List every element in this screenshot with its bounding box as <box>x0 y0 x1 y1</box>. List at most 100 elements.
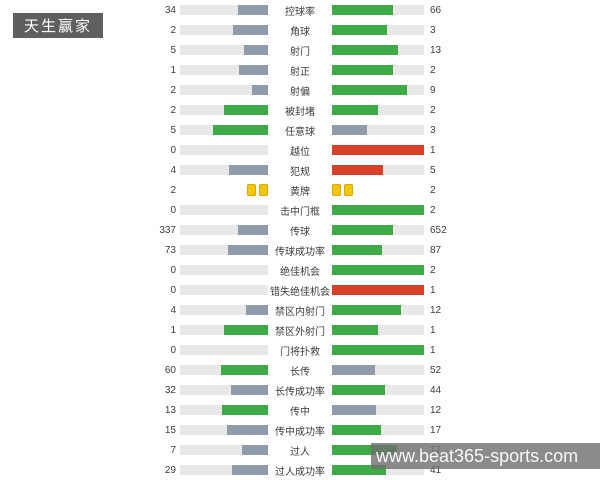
away-stat-value: 12 <box>430 304 442 316</box>
stat-row: 5 任意球 3 <box>0 120 600 140</box>
home-stat-value: 0 <box>170 204 176 216</box>
away-stat-bar <box>332 285 424 295</box>
away-stat-value: 5 <box>430 164 436 176</box>
away-stat-value: 12 <box>430 404 442 416</box>
stat-label: 错失绝佳机会 <box>270 286 330 298</box>
stat-row: 2 角球 3 <box>0 20 600 40</box>
stat-label: 禁区外射门 <box>275 326 325 338</box>
away-stat-value: 2 <box>430 184 436 196</box>
away-stat-bar <box>332 385 386 395</box>
away-bar-track <box>332 225 424 235</box>
home-bar-track <box>180 205 268 215</box>
yellow-card-icon <box>332 184 341 196</box>
home-bar-track <box>180 145 268 155</box>
away-stat-bar <box>332 365 375 375</box>
home-stat-value: 5 <box>170 44 176 56</box>
away-stat-bar <box>332 145 424 155</box>
away-stat-value: 44 <box>430 384 442 396</box>
home-bar-track <box>180 25 268 35</box>
stat-label: 被封堵 <box>285 106 315 118</box>
home-stat-bar <box>232 25 268 35</box>
home-stat-bar <box>213 125 268 135</box>
stat-row: 60 长传 52 <box>0 360 600 380</box>
away-bar-track <box>332 205 424 215</box>
stat-label: 门将扑救 <box>280 346 320 358</box>
home-stat-value: 32 <box>164 384 176 396</box>
home-bar-track <box>180 245 268 255</box>
home-stat-bar <box>238 5 268 15</box>
away-bar-track <box>332 245 424 255</box>
stat-row: 13 传中 12 <box>0 400 600 420</box>
home-bar-track <box>180 285 268 295</box>
away-bar-track <box>332 285 424 295</box>
stat-row: 0 击中门框 2 <box>0 200 600 220</box>
home-bar-track <box>180 65 268 75</box>
stat-label: 长传 <box>290 366 310 378</box>
away-stat-value: 66 <box>430 4 442 16</box>
stat-row: 29 过人成功率 41 <box>0 460 600 480</box>
away-stat-value: 1 <box>430 324 436 336</box>
away-stat-value: 9 <box>430 84 436 96</box>
home-stat-bar <box>222 405 268 415</box>
away-stat-value: 3 <box>430 24 436 36</box>
home-stat-bar <box>242 445 268 455</box>
away-stat-bar <box>332 245 383 255</box>
home-stat-value: 15 <box>164 424 176 436</box>
away-stat-value: 2 <box>430 264 436 276</box>
home-bar-track <box>180 425 268 435</box>
home-stat-bar <box>224 325 268 335</box>
away-stat-bar <box>332 165 384 175</box>
away-bar-track <box>332 165 424 175</box>
home-stat-bar <box>226 425 268 435</box>
home-bar-track <box>180 305 268 315</box>
home-bar-track <box>180 345 268 355</box>
stat-row: 34 控球率 66 <box>0 0 600 20</box>
away-stat-bar <box>332 125 367 135</box>
home-stat-value: 0 <box>170 144 176 156</box>
away-stat-value: 87 <box>430 244 442 256</box>
away-stat-value: 17 <box>430 424 442 436</box>
stat-label: 角球 <box>290 26 310 38</box>
away-bar-track <box>332 385 424 395</box>
away-stat-bar <box>332 445 398 455</box>
stat-row: 1 禁区外射门 1 <box>0 320 600 340</box>
stat-row: 2 黄牌 2 <box>0 180 600 200</box>
home-bar-track <box>180 325 268 335</box>
stat-label: 过人 <box>290 446 310 458</box>
home-stat-bar <box>238 225 268 235</box>
away-stat-value: 1 <box>430 284 436 296</box>
home-stat-bar <box>220 365 268 375</box>
home-stat-bar <box>227 245 268 255</box>
away-stat-bar <box>332 45 399 55</box>
stat-label: 禁区内射门 <box>275 306 325 318</box>
stat-row: 15 传中成功率 17 <box>0 420 600 440</box>
away-bar-track <box>332 305 424 315</box>
home-bar-track <box>180 85 268 95</box>
home-bar-track <box>180 405 268 415</box>
home-bar-track <box>180 105 268 115</box>
home-bar-track <box>180 5 268 15</box>
away-bar-track <box>332 425 424 435</box>
stat-label: 射正 <box>290 66 310 78</box>
away-bar-track <box>332 85 424 95</box>
stat-row: 0 绝佳机会 2 <box>0 260 600 280</box>
home-bar-track <box>180 465 268 475</box>
home-stat-value: 60 <box>164 364 176 376</box>
home-bar-track <box>180 184 268 196</box>
stat-label: 黄牌 <box>290 186 310 198</box>
stat-row: 4 禁区内射门 12 <box>0 300 600 320</box>
away-bar-track <box>332 45 424 55</box>
home-stat-value: 7 <box>170 444 176 456</box>
away-stat-bar <box>332 65 394 75</box>
home-stat-value: 2 <box>170 184 176 196</box>
stat-row: 337 传球 652 <box>0 220 600 240</box>
home-bar-track <box>180 365 268 375</box>
away-bar-track <box>332 365 424 375</box>
away-bar-track <box>332 25 424 35</box>
yellow-card-icon <box>259 184 268 196</box>
stat-row: 73 传球成功率 87 <box>0 240 600 260</box>
away-bar-track <box>332 5 424 15</box>
away-stat-value: 1 <box>430 344 436 356</box>
away-bar-track <box>332 65 424 75</box>
